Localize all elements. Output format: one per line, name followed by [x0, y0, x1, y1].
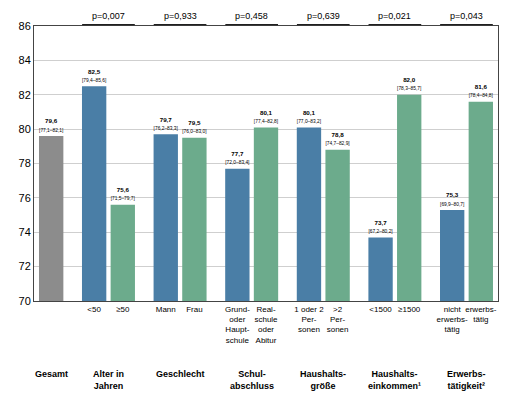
svg-text:72: 72: [19, 260, 31, 272]
svg-text:Schul-abschluss: Schul-abschluss: [230, 369, 274, 391]
svg-text:Haushalts-größe: Haushalts-größe: [300, 369, 346, 391]
svg-text:Frau: Frau: [186, 305, 202, 314]
svg-text:p=0,021: p=0,021: [378, 11, 411, 21]
svg-text:84: 84: [19, 54, 31, 66]
svg-text:Alter inJahren: Alter inJahren: [93, 369, 124, 391]
svg-text:80: 80: [19, 123, 31, 135]
svg-text:74: 74: [19, 226, 31, 238]
svg-text:80,1[77,0–83,2]: 80,1[77,0–83,2]: [297, 109, 321, 124]
svg-text:82,0[78,3–85,7]: 82,0[78,3–85,7]: [397, 76, 421, 91]
svg-text:70: 70: [19, 295, 31, 307]
svg-text:<50: <50: [87, 305, 101, 314]
svg-text:82,5[79,4–85,6]: 82,5[79,4–85,6]: [82, 68, 106, 83]
svg-text:78: 78: [19, 157, 31, 169]
svg-text:75,3[69,9–80,7]: 75,3[69,9–80,7]: [440, 191, 464, 206]
svg-text:79,7[76,2–83,3]: 79,7[76,2–83,3]: [154, 116, 178, 131]
svg-text:79,5[76,0–83,0]: 79,5[76,0–83,0]: [182, 119, 206, 134]
svg-text:1 oder 2Per-sonen: 1 oder 2Per-sonen: [294, 305, 324, 335]
svg-text:79,6[77,1–82,1]: 79,6[77,1–82,1]: [39, 117, 63, 132]
svg-text:Haushalts-einkommen¹: Haushalts-einkommen¹: [368, 369, 421, 391]
svg-text:nichterwerbs-tätig: nichterwerbs-tätig: [437, 305, 468, 335]
svg-text:81,6[78,4–84,8]: 81,6[78,4–84,8]: [469, 83, 493, 98]
svg-text:82: 82: [19, 89, 31, 101]
svg-text:p=0,007: p=0,007: [92, 11, 125, 21]
svg-text:Erwerbs-tätigkeit²: Erwerbs-tätigkeit²: [447, 369, 486, 391]
svg-text:78,8[74,7–82,9]: 78,8[74,7–82,9]: [325, 131, 349, 146]
svg-text:73,7[67,2–80,2]: 73,7[67,2–80,2]: [368, 219, 392, 234]
svg-text:77,7[72,0–83,4]: 77,7[72,0–83,4]: [225, 150, 249, 165]
svg-text:86: 86: [19, 20, 31, 32]
svg-text:Mann: Mann: [156, 305, 176, 314]
svg-text:erwerbs-tätig: erwerbs-tätig: [465, 305, 496, 324]
svg-text:<1500: <1500: [369, 305, 392, 314]
svg-text:p=0,639: p=0,639: [307, 11, 340, 21]
svg-text:p=0,933: p=0,933: [164, 11, 197, 21]
svg-text:Real-schuleoderAbitur: Real-schuleoderAbitur: [254, 305, 278, 345]
svg-text:Gesamt: Gesamt: [35, 369, 68, 379]
svg-text:>2Per-sonen: >2Per-sonen: [327, 305, 349, 335]
svg-text:76: 76: [19, 192, 31, 204]
svg-text:80,1[77,4–82,8]: 80,1[77,4–82,8]: [254, 109, 278, 124]
svg-text:75,6[71,5–79,7]: 75,6[71,5–79,7]: [111, 186, 135, 201]
svg-text:≥50: ≥50: [116, 305, 130, 314]
svg-text:Geschlecht: Geschlecht: [156, 369, 205, 379]
svg-text:p=0,043: p=0,043: [450, 11, 483, 21]
svg-text:≥1500: ≥1500: [398, 305, 421, 314]
svg-text:p=0,458: p=0,458: [235, 11, 268, 21]
svg-text:Grund-oderHaupt-schule: Grund-oderHaupt-schule: [225, 305, 250, 345]
